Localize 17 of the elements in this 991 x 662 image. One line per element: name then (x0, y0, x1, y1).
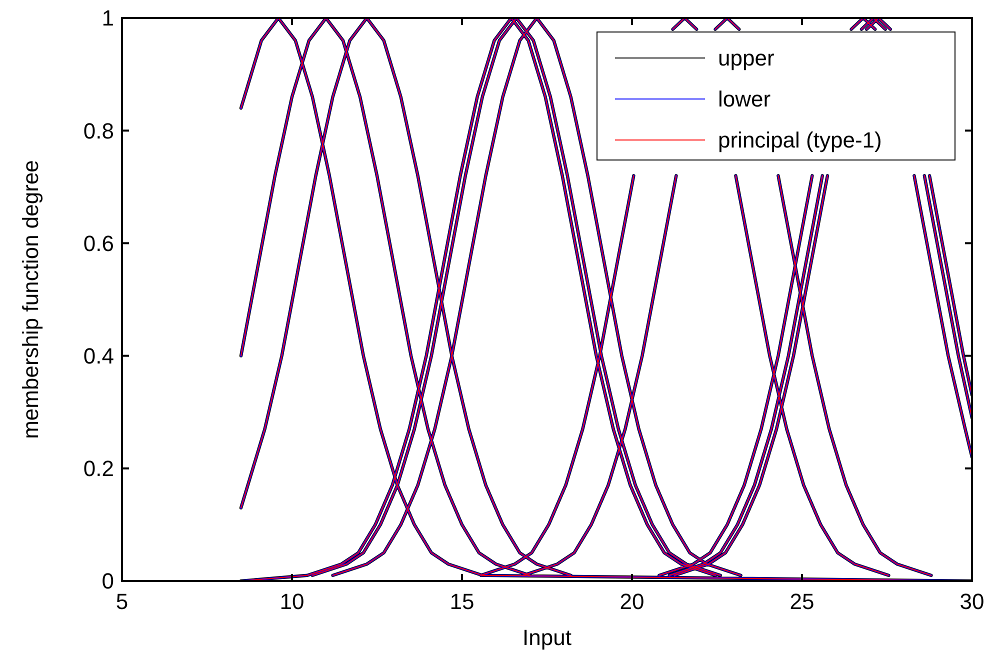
legend-label: principal (type-1) (718, 128, 882, 153)
x-tick-label: 15 (450, 589, 474, 614)
x-tick-label: 5 (116, 589, 128, 614)
y-tick-label: 0 (102, 568, 114, 594)
legend-label: upper (718, 46, 774, 71)
y-tick-label: 0.4 (83, 344, 114, 368)
x-tick-label: 30 (960, 589, 984, 614)
x-tick-label: 10 (280, 589, 304, 614)
x-tick-label: 20 (620, 589, 644, 614)
legend-label: lower (718, 86, 771, 112)
x-tick-label: 25 (790, 589, 814, 614)
x-axis-title: Input (522, 625, 572, 650)
y-axis-title: membership function degree (18, 160, 43, 439)
y-tick-label: 1 (102, 6, 114, 31)
y-tick-label: 0.8 (83, 118, 114, 144)
y-tick-label: 0.2 (83, 456, 114, 482)
y-tick-label: 0.6 (83, 230, 114, 256)
